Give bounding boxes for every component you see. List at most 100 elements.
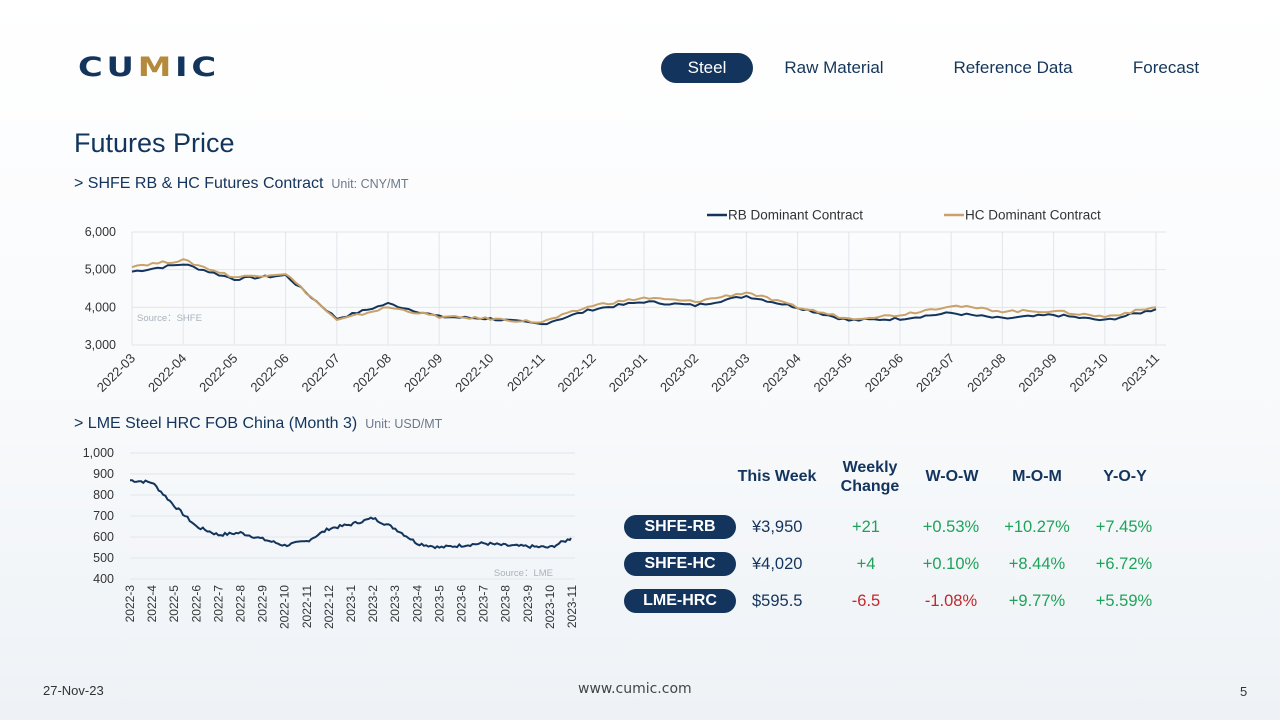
header-mom: M-O-M bbox=[1012, 468, 1062, 485]
shfe-x-tick-label: 2023-06 bbox=[862, 351, 906, 395]
row-wow: +0.53% bbox=[922, 518, 980, 536]
footer-date: 27-Nov-23 bbox=[43, 683, 104, 698]
lme-series-line-1 bbox=[130, 479, 572, 550]
shfe-x-tick-label: 2022-08 bbox=[350, 351, 394, 395]
lme-x-tick-label: 2023-3 bbox=[388, 585, 402, 623]
row-weekly-change: -6.5 bbox=[851, 592, 881, 610]
row-label-pill: LME-HRC bbox=[624, 589, 736, 613]
shfe-section-title: > SHFE RB & HC Futures Contract Unit: CNY… bbox=[74, 175, 409, 193]
nav-tab-forecast[interactable]: Forecast bbox=[1132, 58, 1200, 77]
lme-section-title: > LME Steel HRC FOB China (Month 3) Unit:… bbox=[74, 415, 442, 433]
logo-text-right: IC bbox=[175, 52, 220, 83]
lme-y-tick-label: 700 bbox=[93, 509, 114, 523]
shfe-x-tick-label: 2022-04 bbox=[145, 351, 189, 395]
shfe-section-title-text: > SHFE RB & HC Futures Contract bbox=[74, 175, 324, 192]
row-weekly-change: +4 bbox=[856, 555, 876, 573]
shfe-source-note: Source：SHFE bbox=[137, 313, 202, 324]
shfe-x-tick-label: 2022-09 bbox=[401, 351, 445, 395]
row-wow: -1.08% bbox=[924, 592, 978, 610]
header-weekly-change-line1: Weekly bbox=[842, 459, 898, 476]
lme-x-tick-label: 2022-5 bbox=[167, 585, 181, 623]
shfe-y-tick-label: 6,000 bbox=[85, 225, 116, 239]
logo-text-mid: M bbox=[137, 52, 176, 83]
lme-x-tick-label: 2022-9 bbox=[256, 585, 270, 623]
shfe-x-tick-label: 2023-01 bbox=[606, 351, 650, 395]
lme-y-tick-label: 800 bbox=[93, 488, 114, 502]
shfe-x-tick-label: 2023-07 bbox=[913, 351, 957, 395]
row-mom: +10.27% bbox=[1004, 518, 1070, 536]
shfe-y-tick-label: 3,000 bbox=[85, 338, 116, 352]
price-summary-table: This Week Weekly Change W-O-W M-O-M Y-O-… bbox=[620, 455, 1180, 625]
lme-source-note: Source：LME bbox=[494, 568, 553, 579]
shfe-x-tick-label: 2022-07 bbox=[299, 351, 343, 395]
lme-x-tick-label: 2022-4 bbox=[145, 585, 159, 623]
lme-x-tick-label: 2023-9 bbox=[521, 585, 535, 623]
shfe-legend-label: RB Dominant Contract bbox=[728, 208, 863, 223]
header-weekly-change-line2: Change bbox=[840, 478, 900, 495]
lme-unit: Unit: USD/MT bbox=[365, 417, 443, 431]
lme-y-tick-label: 500 bbox=[93, 551, 114, 565]
lme-x-tick-label: 2022-11 bbox=[300, 585, 314, 628]
lme-x-tick-label: 2022-10 bbox=[278, 585, 292, 629]
row-label-pill: SHFE-HC bbox=[624, 552, 736, 576]
row-label-pill: SHFE-RB bbox=[624, 515, 736, 539]
shfe-x-tick-label: 2023-03 bbox=[708, 351, 752, 395]
row-price: ¥4,020 bbox=[752, 555, 803, 573]
row-weekly-change: +21 bbox=[852, 518, 880, 536]
lme-x-tick-label: 2022-7 bbox=[211, 585, 225, 623]
shfe-x-tick-label: 2023-08 bbox=[964, 351, 1008, 395]
lme-x-tick-label: 2023-5 bbox=[432, 585, 446, 623]
shfe-unit: Unit: CNY/MT bbox=[331, 177, 409, 191]
shfe-series-line-2 bbox=[131, 258, 1157, 324]
cumic-logo: CUMIC bbox=[78, 52, 220, 83]
lme-x-tick-label: 2023-6 bbox=[455, 585, 469, 623]
lme-x-tick-label: 2022-12 bbox=[322, 585, 336, 629]
page-number: 5 bbox=[1240, 684, 1248, 699]
lme-x-tick-label: 2023-1 bbox=[344, 585, 358, 623]
shfe-x-tick-label: 2022-11 bbox=[504, 351, 548, 395]
header-yoy: Y-O-Y bbox=[1103, 468, 1147, 485]
row-wow: +0.10% bbox=[922, 555, 980, 573]
lme-x-tick-label: 2023-8 bbox=[499, 585, 513, 623]
shfe-x-tick-label: 2023-02 bbox=[657, 351, 701, 395]
lme-x-tick-label: 2023-2 bbox=[366, 585, 380, 623]
shfe-x-tick-label: 2022-05 bbox=[196, 351, 240, 395]
lme-x-tick-label: 2023-7 bbox=[477, 585, 491, 623]
row-yoy: +6.72% bbox=[1095, 555, 1153, 573]
shfe-y-tick-label: 4,000 bbox=[85, 300, 116, 314]
shfe-x-tick-label: 2023-04 bbox=[759, 351, 803, 395]
row-price: ¥3,950 bbox=[752, 518, 803, 536]
row-yoy: +7.45% bbox=[1095, 518, 1153, 536]
nav-tab-steel[interactable]: Steel bbox=[661, 53, 753, 83]
header-this-week: This Week bbox=[737, 468, 817, 485]
nav-tab-raw-material[interactable]: Raw Material bbox=[784, 58, 884, 77]
lme-x-tick-label: 2023-10 bbox=[543, 585, 557, 629]
shfe-x-tick-label: 2022-06 bbox=[247, 351, 291, 395]
lme-y-tick-label: 1,000 bbox=[83, 446, 114, 460]
shfe-x-tick-label: 2023-11 bbox=[1118, 351, 1162, 395]
row-price: $595.5 bbox=[752, 592, 803, 610]
nav-tab-reference-data[interactable]: Reference Data bbox=[953, 58, 1073, 77]
footer-url[interactable]: www.cumic.com bbox=[578, 681, 692, 697]
lme-section-title-text: > LME Steel HRC FOB China (Month 3) bbox=[74, 415, 358, 432]
shfe-x-tick-label: 2023-05 bbox=[811, 351, 855, 395]
header-weekly-change: Weekly Change bbox=[825, 458, 915, 496]
lme-y-tick-label: 900 bbox=[93, 467, 114, 481]
lme-x-tick-label: 2022-8 bbox=[234, 585, 248, 623]
header-wow: W-O-W bbox=[925, 468, 979, 485]
row-mom: +8.44% bbox=[1008, 555, 1066, 573]
lme-x-tick-label: 2023-4 bbox=[410, 585, 424, 623]
shfe-legend-label: HC Dominant Contract bbox=[965, 208, 1101, 223]
row-mom: +9.77% bbox=[1008, 592, 1066, 610]
lme-x-tick-label: 2022-6 bbox=[189, 585, 203, 623]
shfe-x-tick-label: 2023-10 bbox=[1067, 351, 1111, 395]
shfe-x-tick-label: 2022-10 bbox=[452, 351, 496, 395]
lme-hrc-chart: 400 500 600 700 800 900 1,000 2022-3 2022-4 2022-… bbox=[83, 446, 579, 629]
lme-x-tick-label: 2022-3 bbox=[123, 585, 137, 623]
lme-y-tick-label: 600 bbox=[93, 530, 114, 544]
shfe-y-tick-label: 5,000 bbox=[85, 263, 116, 277]
shfe-x-tick-label: 2022-03 bbox=[94, 351, 138, 395]
shfe-x-tick-label: 2023-09 bbox=[1015, 351, 1059, 395]
row-yoy: +5.59% bbox=[1095, 592, 1153, 610]
